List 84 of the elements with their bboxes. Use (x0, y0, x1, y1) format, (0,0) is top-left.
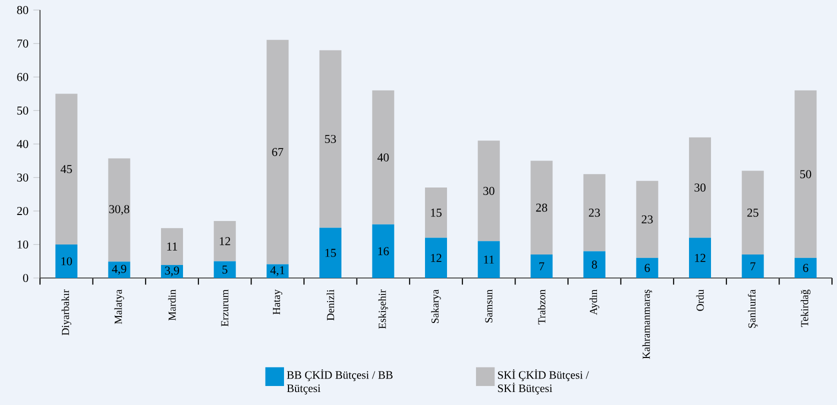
x-tick-label: Diyarbakır (62, 289, 72, 336)
data-label: 11 (167, 242, 178, 250)
y-tick-label: 0 (23, 274, 28, 282)
bar (742, 170, 764, 255)
y-tick-label: 70 (17, 39, 28, 48)
data-label: 67 (272, 148, 284, 156)
x-tick-label: Trabzon (538, 290, 546, 324)
data-label: 16 (378, 247, 389, 256)
data-label: 28 (536, 204, 548, 212)
bar (161, 228, 184, 265)
data-label: 45 (60, 165, 72, 174)
data-label: 25 (747, 208, 758, 217)
x-tick-label: Eskişehir (378, 289, 388, 329)
bar (689, 137, 712, 238)
bar (55, 244, 78, 278)
data-label: 12 (695, 254, 706, 262)
data-label: 11 (484, 256, 494, 264)
data-label: 50 (800, 170, 812, 178)
y-tick-label: 60 (17, 72, 28, 82)
bar (372, 90, 394, 224)
data-label: 40 (377, 153, 389, 162)
x-tick-label: Kahramanmaraş (642, 290, 652, 359)
data-label: 8 (592, 260, 597, 269)
bar (530, 160, 553, 255)
data-label: 23 (588, 208, 600, 217)
data-label: 30 (694, 184, 706, 192)
x-tick-label: Tekirdağ (800, 290, 810, 327)
data-label: 15 (431, 208, 442, 217)
bar (794, 258, 817, 278)
x-tick-label: Mardin (168, 290, 176, 320)
data-label: 6 (644, 264, 650, 272)
y-tick-label: 20 (17, 206, 28, 216)
bar (689, 238, 712, 278)
data-label: 15 (325, 248, 336, 257)
bar (530, 254, 553, 278)
bar (742, 254, 764, 278)
bar (583, 251, 606, 278)
legend-label: BB ÇKİD Bütçesi / BB Bütçesi (287, 369, 393, 394)
bar (583, 174, 606, 252)
x-tick-label: Aydın (590, 290, 600, 315)
x-tick-label: Malatya (114, 290, 124, 324)
data-label: 6 (803, 264, 808, 272)
data-label: 30,8 (109, 205, 130, 215)
data-label: 10 (61, 257, 72, 266)
bar (425, 188, 448, 238)
data-label: 12 (431, 254, 442, 262)
data-label: 4,9 (112, 264, 126, 275)
y-tick-label: 40 (16, 140, 28, 148)
x-tick-label: Ordu (696, 290, 704, 311)
x-tick-label: Samsun (485, 290, 492, 322)
y-tick-label: 30 (17, 173, 28, 182)
bar (266, 40, 289, 264)
bar (478, 241, 500, 278)
bar (108, 158, 130, 262)
data-label: 3,9 (165, 266, 180, 276)
y-tick-label: 50 (17, 106, 28, 115)
bar (478, 140, 500, 242)
bar (214, 261, 236, 278)
x-tick-label: Hatay (272, 289, 282, 315)
bar (108, 262, 130, 278)
data-label: 5 (222, 266, 228, 274)
bar (425, 238, 448, 278)
data-label: 23 (642, 215, 653, 224)
bar (372, 224, 394, 278)
bar (794, 90, 817, 258)
data-label: 7 (539, 262, 544, 270)
data-label: 4,1 (270, 266, 284, 276)
x-tick-label: Erzurum (221, 290, 228, 326)
data-label: 53 (325, 134, 336, 144)
y-tick-label: 80 (17, 6, 28, 14)
bar (319, 228, 342, 278)
bar (636, 258, 658, 278)
legend-label: SKİ ÇKİD Bütçesi / SKİ Bütçesi (498, 369, 589, 394)
data-label: 30 (483, 186, 494, 195)
bar (214, 221, 236, 262)
data-label: 7 (750, 262, 756, 270)
bar (319, 50, 342, 228)
bar (636, 180, 658, 258)
x-tick-label: Sakarya (431, 290, 441, 324)
x-tick-label: Şanlıurfa (748, 290, 758, 328)
data-label: 12 (220, 237, 230, 246)
x-tick-label: Denizli (326, 290, 334, 320)
y-tick-label: 10 (18, 240, 28, 249)
bar (55, 94, 78, 245)
